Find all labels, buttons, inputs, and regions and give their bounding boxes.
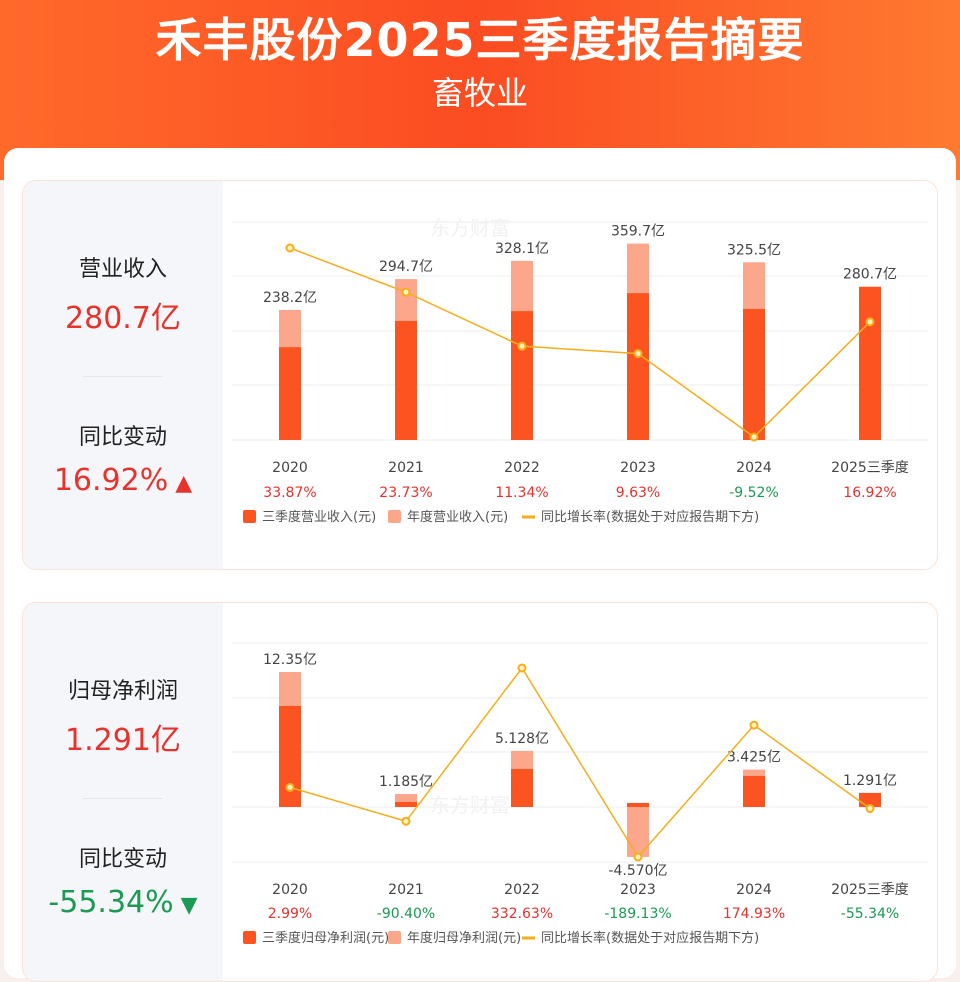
q3-bar bbox=[859, 792, 881, 807]
bar-value-label: 1.185亿 bbox=[379, 774, 433, 790]
q3-bar bbox=[743, 775, 765, 807]
profit-change-label: 同比变动 bbox=[78, 847, 167, 872]
arrow-up-icon: ▲ bbox=[168, 471, 193, 496]
q3-bar bbox=[279, 706, 301, 807]
growth-point bbox=[865, 804, 875, 814]
rate-label: 2.99% bbox=[268, 906, 312, 922]
revenue-panel: 营业收入 280.7亿 同比变动 16.92% ▲ bbox=[22, 180, 938, 570]
rate-label: -189.13% bbox=[604, 906, 671, 922]
q3-bar bbox=[511, 311, 533, 440]
q3-bar bbox=[511, 768, 533, 807]
rate-label: -9.52% bbox=[729, 485, 779, 501]
growth-line bbox=[289, 247, 871, 438]
profit-change: -55.34% bbox=[48, 885, 174, 920]
revenue-change-label: 同比变动 bbox=[78, 425, 167, 450]
bar-value-label: 12.35亿 bbox=[263, 652, 317, 668]
category-label: 2022 bbox=[504, 460, 540, 476]
legend-annual-label: 年度归母净利润(元) bbox=[407, 930, 521, 946]
revenue-summary: 营业收入 280.7亿 同比变动 16.92% ▲ bbox=[23, 181, 223, 569]
profit-label: 归母净利润 bbox=[67, 679, 178, 704]
growth-point bbox=[865, 317, 875, 327]
revenue-change-value: 16.92% ▲ bbox=[23, 463, 223, 498]
rate-label: 332.63% bbox=[491, 906, 553, 922]
category-label: 2023 bbox=[620, 882, 656, 898]
legend-annual-label: 年度营业收入(元) bbox=[407, 509, 508, 525]
bar-value-label: 5.128亿 bbox=[495, 731, 549, 747]
industry-subtitle: 畜牧业 bbox=[431, 74, 528, 112]
q3-bar bbox=[859, 286, 881, 440]
legend-q3-swatch bbox=[243, 931, 256, 944]
category-label: 2020 bbox=[272, 460, 308, 476]
watermark: 东方财富 bbox=[430, 216, 510, 240]
q3-bar bbox=[743, 308, 765, 440]
bar-value-label: 3.425亿 bbox=[727, 750, 781, 766]
bar-value-label: 280.7亿 bbox=[843, 267, 897, 283]
rate-label: 174.93% bbox=[723, 906, 785, 922]
legend-line-label: 同比增长率(数据处于对应报告期下方) bbox=[541, 509, 759, 525]
bar-value-label: 359.7亿 bbox=[611, 224, 665, 240]
profit-change-value: -55.34% ▼ bbox=[23, 885, 223, 920]
bar-value-label: 328.1亿 bbox=[495, 241, 549, 257]
q3-bar bbox=[627, 293, 649, 440]
profit-summary: 归母净利润 1.291亿 同比变动 -55.34% ▼ bbox=[23, 603, 223, 981]
q3-bar bbox=[279, 347, 301, 440]
rate-label: 9.63% bbox=[616, 485, 660, 501]
bar-value-label: 325.5亿 bbox=[727, 242, 781, 258]
category-label: 2020 bbox=[272, 882, 308, 898]
revenue-change: 16.92% bbox=[53, 463, 169, 498]
category-label: 2024 bbox=[736, 460, 772, 476]
growth-line bbox=[289, 666, 871, 859]
rate-label: 16.92% bbox=[843, 485, 896, 501]
revenue-label: 营业收入 bbox=[78, 257, 167, 282]
bar-value-label: 238.2亿 bbox=[263, 290, 317, 306]
profit-panel: 归母净利润 1.291亿 同比变动 -55.34% ▼ bbox=[22, 602, 938, 982]
growth-point bbox=[749, 432, 759, 442]
growth-point bbox=[633, 852, 643, 862]
rate-label: 11.34% bbox=[495, 485, 548, 501]
q3-bar bbox=[627, 802, 649, 807]
category-label: 2023 bbox=[620, 460, 656, 476]
rate-label: -90.40% bbox=[377, 906, 435, 922]
category-label: 2021 bbox=[388, 460, 424, 476]
rate-label: 33.87% bbox=[263, 485, 316, 501]
watermark: 东方财富 bbox=[430, 793, 510, 817]
rate-label: -55.34% bbox=[841, 906, 899, 922]
growth-point bbox=[285, 782, 295, 792]
divider bbox=[83, 798, 163, 799]
page-title: 禾丰股份2025三季度报告摘要 bbox=[155, 13, 805, 67]
category-label: 2021 bbox=[388, 882, 424, 898]
growth-point bbox=[285, 243, 295, 253]
legend-annual-swatch bbox=[388, 931, 401, 944]
profit-value: 1.291亿 bbox=[65, 723, 181, 758]
q3-bar bbox=[395, 320, 417, 440]
bar-value-label: 1.291亿 bbox=[843, 773, 897, 789]
legend-q3-swatch bbox=[243, 510, 256, 523]
legend-q3-label: 三季度营业收入(元) bbox=[262, 509, 376, 525]
growth-point bbox=[401, 287, 411, 297]
bar-value-label: 294.7亿 bbox=[379, 259, 433, 275]
bar-value-label: -4.570亿 bbox=[608, 863, 667, 879]
category-label: 2025三季度 bbox=[831, 882, 909, 898]
growth-point bbox=[633, 349, 643, 359]
legend-annual-swatch bbox=[388, 510, 401, 523]
q3-bar bbox=[395, 801, 417, 807]
legend-line-label: 同比增长率(数据处于对应报告期下方) bbox=[541, 930, 759, 946]
revenue-value: 280.7亿 bbox=[65, 301, 181, 336]
category-label: 2025三季度 bbox=[831, 460, 909, 476]
growth-point bbox=[749, 720, 759, 730]
category-label: 2024 bbox=[736, 882, 772, 898]
legend-q3-label: 三季度归母净利润(元) bbox=[262, 930, 389, 946]
charts-svg: 东方财富 238.2亿 2020 33.87% 294.7亿 2021 23.73% 328.… bbox=[232, 216, 928, 946]
growth-point bbox=[517, 663, 527, 673]
rate-label: 23.73% bbox=[379, 485, 432, 501]
annual-bar bbox=[627, 807, 649, 857]
divider bbox=[83, 376, 163, 377]
category-label: 2022 bbox=[504, 882, 540, 898]
growth-point bbox=[401, 816, 411, 826]
growth-point bbox=[517, 341, 527, 351]
arrow-down-icon: ▼ bbox=[173, 893, 198, 918]
